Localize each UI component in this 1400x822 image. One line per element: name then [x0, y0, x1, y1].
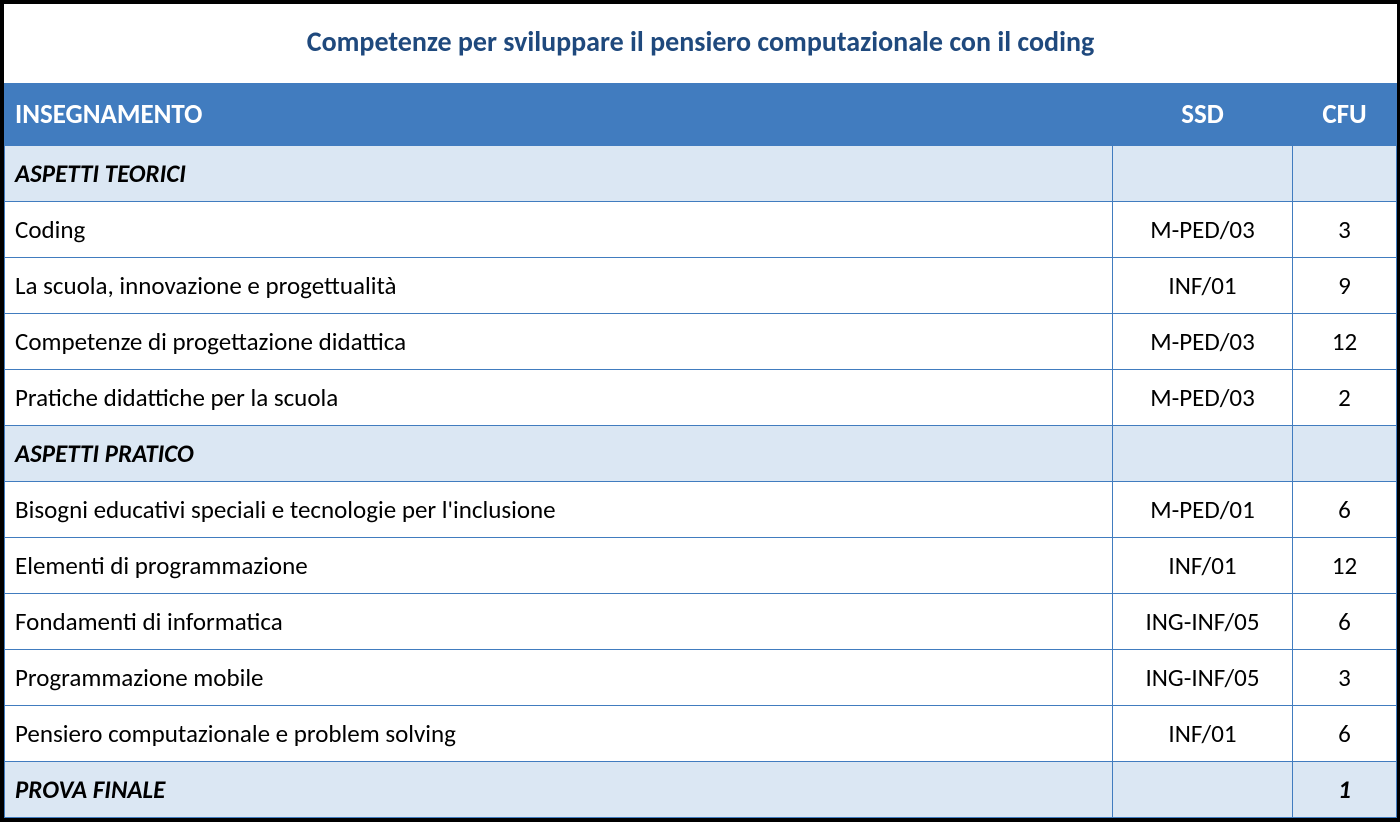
- curriculum-table: Competenze per sviluppare il pensiero co…: [4, 4, 1397, 818]
- section-label: ASPETTI TEORICI: [5, 146, 1113, 202]
- course-name: La scuola, innovazione e progettualità: [5, 258, 1113, 314]
- column-header-insegnamento: INSEGNAMENTO: [5, 84, 1113, 146]
- course-ssd: ING-INF/05: [1113, 594, 1293, 650]
- course-name: Elementi di programmazione: [5, 538, 1113, 594]
- section-label: ASPETTI PRATICO: [5, 426, 1113, 482]
- section-cfu: 1: [1293, 762, 1397, 818]
- section-row-aspetti-teorici: ASPETTI TEORICI: [5, 146, 1397, 202]
- curriculum-table-container: Competenze per sviluppare il pensiero co…: [0, 0, 1400, 822]
- course-ssd: INF/01: [1113, 706, 1293, 762]
- table-header-row: INSEGNAMENTO SSD CFU: [5, 84, 1397, 146]
- course-cfu: 12: [1293, 538, 1397, 594]
- course-cfu: 3: [1293, 202, 1397, 258]
- course-ssd: ING-INF/05: [1113, 650, 1293, 706]
- course-name: Programmazione mobile: [5, 650, 1113, 706]
- section-cfu: [1293, 426, 1397, 482]
- table-row: Pensiero computazionale e problem solvin…: [5, 706, 1397, 762]
- course-cfu: 6: [1293, 594, 1397, 650]
- table-row: Programmazione mobile ING-INF/05 3: [5, 650, 1397, 706]
- course-ssd: M-PED/01: [1113, 482, 1293, 538]
- course-name: Pratiche didattiche per la scuola: [5, 370, 1113, 426]
- table-row: Bisogni educativi speciali e tecnologie …: [5, 482, 1397, 538]
- section-label: PROVA FINALE: [5, 762, 1113, 818]
- column-header-cfu: CFU: [1293, 84, 1397, 146]
- course-cfu: 12: [1293, 314, 1397, 370]
- column-header-ssd: SSD: [1113, 84, 1293, 146]
- table-row: La scuola, innovazione e progettualità I…: [5, 258, 1397, 314]
- table-row: Competenze di progettazione didattica M-…: [5, 314, 1397, 370]
- course-ssd: M-PED/03: [1113, 202, 1293, 258]
- section-ssd: [1113, 426, 1293, 482]
- section-row-prova-finale: PROVA FINALE 1: [5, 762, 1397, 818]
- section-cfu: [1293, 146, 1397, 202]
- course-ssd: INF/01: [1113, 538, 1293, 594]
- course-cfu: 2: [1293, 370, 1397, 426]
- course-ssd: M-PED/03: [1113, 370, 1293, 426]
- table-row: Fondamenti di informatica ING-INF/05 6: [5, 594, 1397, 650]
- section-ssd: [1113, 762, 1293, 818]
- course-name: Pensiero computazionale e problem solvin…: [5, 706, 1113, 762]
- course-cfu: 6: [1293, 482, 1397, 538]
- table-row: Pratiche didattiche per la scuola M-PED/…: [5, 370, 1397, 426]
- section-ssd: [1113, 146, 1293, 202]
- course-ssd: INF/01: [1113, 258, 1293, 314]
- course-name: Coding: [5, 202, 1113, 258]
- section-row-aspetti-pratico: ASPETTI PRATICO: [5, 426, 1397, 482]
- course-cfu: 9: [1293, 258, 1397, 314]
- course-name: Competenze di progettazione didattica: [5, 314, 1113, 370]
- course-ssd: M-PED/03: [1113, 314, 1293, 370]
- table-row: Coding M-PED/03 3: [5, 202, 1397, 258]
- course-name: Fondamenti di informatica: [5, 594, 1113, 650]
- course-cfu: 6: [1293, 706, 1397, 762]
- course-cfu: 3: [1293, 650, 1397, 706]
- course-name: Bisogni educativi speciali e tecnologie …: [5, 482, 1113, 538]
- table-title-row: Competenze per sviluppare il pensiero co…: [5, 4, 1397, 84]
- table-row: Elementi di programmazione INF/01 12: [5, 538, 1397, 594]
- table-title: Competenze per sviluppare il pensiero co…: [5, 4, 1397, 84]
